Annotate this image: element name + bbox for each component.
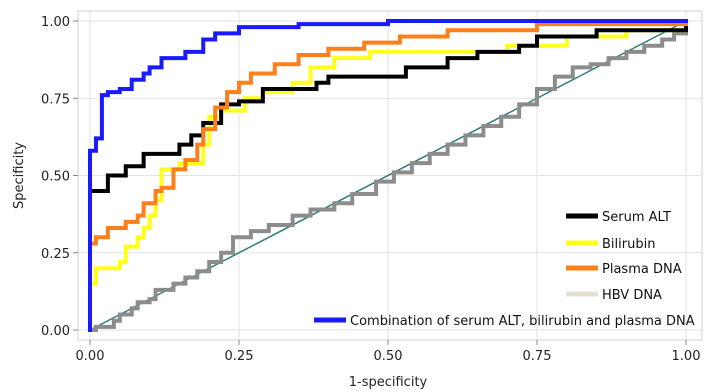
x-axis-ticks: 0.00 0.25 0.50 0.75 1.00 [76,340,701,364]
x-tick-label: 0.75 [523,349,552,364]
y-axis-ticks: 0.00 0.25 0.50 0.75 1.00 [41,15,78,339]
y-tick-label: 0.00 [41,324,70,339]
legend: Serum ALT Bilirubin Plasma DNA HBV DNA Combi… [314,210,695,329]
x-tick-label: 0.00 [76,349,105,364]
series-layer [88,19,688,332]
series-line-3 [88,19,688,246]
legend-label: Bilirubin [602,237,655,252]
series-line-2 [88,19,688,193]
x-tick-label: 0.50 [374,349,403,364]
legend-label: Serum ALT [602,210,671,225]
series-line-0 [88,19,688,332]
x-tick-label: 1.00 [672,349,701,364]
legend-label: Plasma DNA [602,262,682,277]
y-axis-title: Specificity [12,142,27,209]
y-tick-label: 0.75 [41,92,70,107]
x-axis-title: 1-specificity [349,375,428,390]
series-line-4 [88,19,688,332]
legend-label: HBV DNA [602,288,662,303]
legend-label: Combination of serum ALT, bilirubin and … [350,314,695,329]
x-tick-label: 0.25 [225,349,254,364]
y-tick-label: 0.25 [41,247,70,262]
y-tick-label: 1.00 [41,15,70,30]
y-tick-label: 0.50 [41,170,70,185]
